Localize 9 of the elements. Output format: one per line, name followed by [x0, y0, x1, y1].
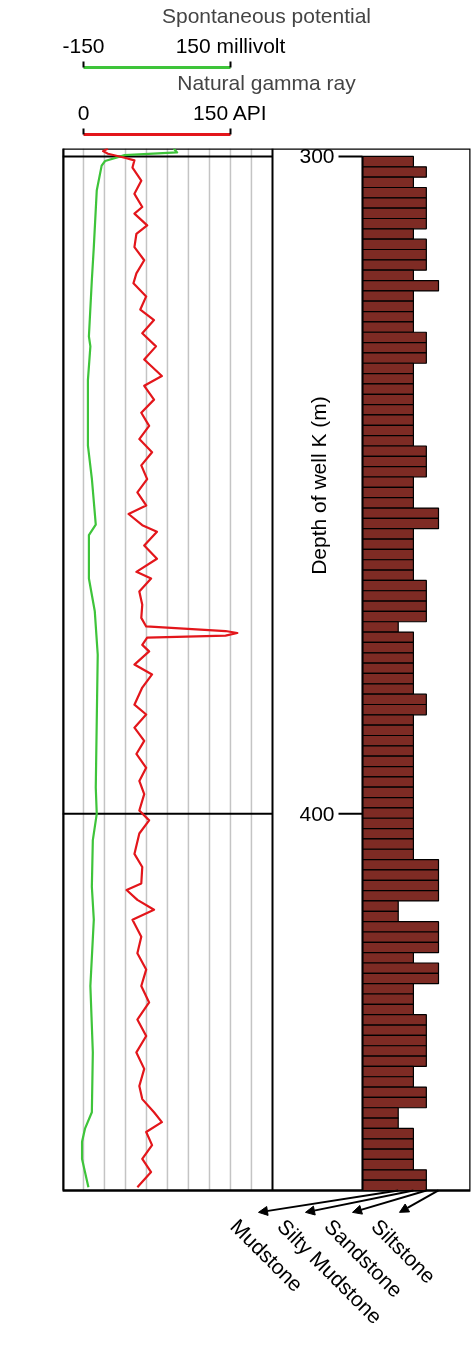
x-tick-label: 150 API — [193, 100, 267, 124]
x-axis-title: Natural gamma ray — [177, 70, 357, 94]
y-tick-label: 300 — [299, 144, 335, 168]
x2-tick-label: 150 millivolt — [175, 33, 286, 57]
x2-axis-title: Spontaneous potential — [162, 3, 372, 27]
y-axis-title: Depth of well K (m) — [307, 396, 330, 575]
x-tick-label: 0 — [77, 100, 90, 124]
y-tick-label: 400 — [299, 801, 335, 825]
x2-tick-label: -150 — [62, 33, 105, 57]
